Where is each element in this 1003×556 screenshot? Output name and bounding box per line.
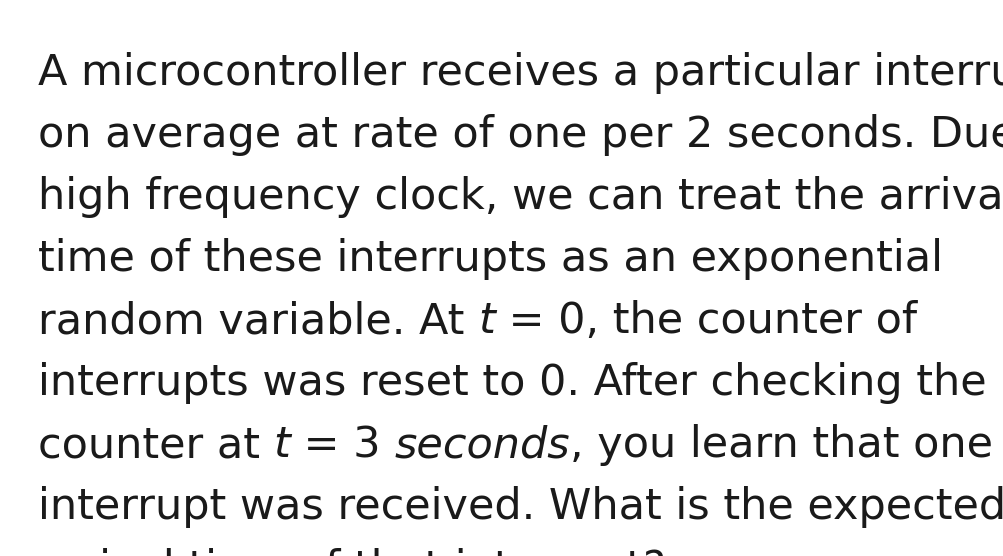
Text: interrupt was received. What is the expected: interrupt was received. What is the expe… bbox=[38, 486, 1003, 528]
Text: interrupts was reset to 0. After checking the: interrupts was reset to 0. After checkin… bbox=[38, 362, 986, 404]
Text: seconds: seconds bbox=[394, 424, 570, 466]
Text: = 3: = 3 bbox=[290, 424, 394, 466]
Text: counter at: counter at bbox=[38, 424, 274, 466]
Text: , you learn that one: , you learn that one bbox=[570, 424, 992, 466]
Text: random variable. At: random variable. At bbox=[38, 300, 477, 342]
Text: high frequency clock, we can treat the arrival: high frequency clock, we can treat the a… bbox=[38, 176, 1003, 218]
Text: t: t bbox=[477, 300, 494, 342]
Text: t: t bbox=[274, 424, 290, 466]
Text: arrival time of that interrupt?: arrival time of that interrupt? bbox=[38, 548, 665, 556]
Text: = 0, the counter of: = 0, the counter of bbox=[494, 300, 916, 342]
Text: on average at rate of one per 2 seconds. Due to: on average at rate of one per 2 seconds.… bbox=[38, 114, 1003, 156]
Text: A microcontroller receives a particular interrupt: A microcontroller receives a particular … bbox=[38, 52, 1003, 94]
Text: time of these interrupts as an exponential: time of these interrupts as an exponenti… bbox=[38, 238, 942, 280]
